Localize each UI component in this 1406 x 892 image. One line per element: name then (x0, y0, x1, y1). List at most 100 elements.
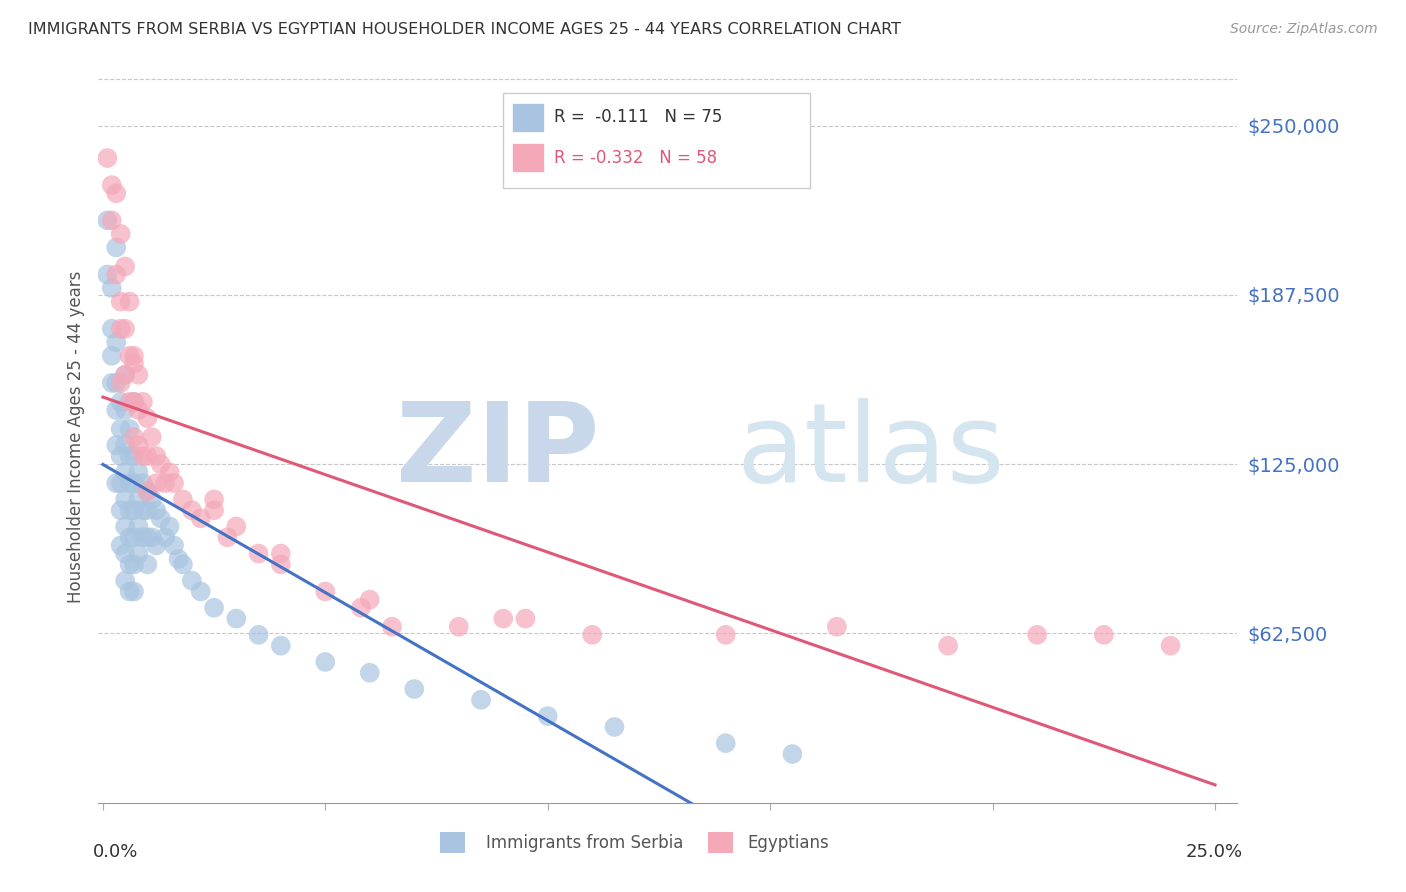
Point (105, 335, 128, 350)
Point (96, 268, 118, 282)
Point (110, 476, 132, 491)
Point (470, 693, 492, 707)
Point (825, 620, 848, 634)
Point (136, 484, 159, 499)
Point (145, 538, 167, 552)
Point (110, 376, 132, 390)
Point (782, 747, 804, 761)
Point (202, 600, 225, 615)
Point (114, 403, 136, 417)
Point (190, 584, 212, 599)
Text: IMMIGRANTS FROM SERBIA VS EGYPTIAN HOUSEHOLDER INCOME AGES 25 - 44 YEARS CORRELA: IMMIGRANTS FROM SERBIA VS EGYPTIAN HOUSE… (28, 22, 901, 37)
Point (225, 611, 247, 625)
Point (314, 655, 336, 669)
Point (127, 547, 149, 561)
Point (122, 349, 145, 363)
Point (105, 376, 128, 390)
Point (122, 558, 145, 572)
Point (172, 492, 194, 507)
Point (145, 476, 167, 491)
Point (515, 611, 537, 625)
Point (110, 227, 132, 241)
Point (127, 519, 149, 533)
Point (167, 552, 190, 566)
Text: atlas: atlas (737, 398, 1005, 505)
Point (122, 530, 145, 544)
Point (118, 476, 141, 491)
Point (118, 422, 141, 436)
Point (122, 430, 145, 444)
Point (110, 422, 132, 436)
Point (127, 492, 149, 507)
Text: Immigrants from Serbia: Immigrants from Serbia (485, 834, 683, 852)
Point (96, 213, 118, 227)
Point (136, 411, 159, 425)
Text: R = -0.332   N = 58: R = -0.332 N = 58 (554, 149, 717, 167)
Point (172, 558, 194, 572)
Point (447, 620, 470, 634)
Point (100, 213, 122, 227)
Point (270, 558, 292, 572)
Point (110, 322, 132, 336)
Point (603, 720, 626, 734)
Point (127, 368, 149, 382)
Point (118, 449, 141, 463)
Point (114, 547, 136, 561)
Point (118, 503, 141, 517)
Point (100, 349, 122, 363)
Text: R =  -0.111   N = 75: R = -0.111 N = 75 (554, 109, 723, 127)
Point (127, 465, 149, 479)
Point (122, 449, 145, 463)
Point (114, 465, 136, 479)
Point (202, 503, 225, 517)
Point (537, 709, 560, 723)
Point (105, 268, 128, 282)
Point (122, 503, 145, 517)
Point (153, 476, 176, 491)
Point (350, 600, 373, 615)
Point (141, 430, 163, 444)
Text: 0.0%: 0.0% (93, 843, 138, 861)
Point (1092, 628, 1115, 642)
Point (1160, 639, 1182, 653)
Point (114, 368, 136, 382)
Point (404, 681, 426, 696)
Point (136, 503, 159, 517)
Point (936, 639, 959, 653)
Bar (512, 103, 544, 132)
Bar (512, 143, 544, 172)
Point (100, 322, 122, 336)
Point (114, 322, 136, 336)
Text: ZIP: ZIP (396, 398, 599, 505)
Point (110, 538, 132, 552)
Text: Egyptians: Egyptians (748, 834, 830, 852)
Point (217, 530, 239, 544)
Point (159, 519, 181, 533)
Point (110, 395, 132, 409)
Point (180, 503, 202, 517)
Point (190, 511, 212, 525)
Point (127, 438, 149, 452)
Point (105, 476, 128, 491)
Point (118, 395, 141, 409)
Point (247, 628, 270, 642)
Point (180, 574, 202, 588)
Point (159, 465, 181, 479)
Point (381, 620, 404, 634)
Point (225, 519, 247, 533)
Point (136, 558, 159, 572)
Point (1026, 628, 1049, 642)
Point (114, 260, 136, 274)
Point (122, 584, 145, 599)
Bar (707, 832, 733, 853)
Point (202, 492, 225, 507)
Point (163, 538, 186, 552)
Point (122, 395, 145, 409)
Point (136, 449, 159, 463)
Point (132, 476, 155, 491)
Point (114, 438, 136, 452)
Point (132, 503, 155, 517)
Point (132, 530, 155, 544)
Point (122, 476, 145, 491)
Point (314, 584, 336, 599)
